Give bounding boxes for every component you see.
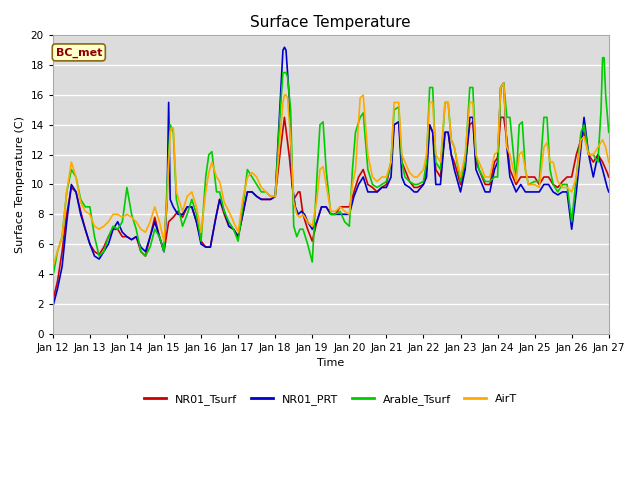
AirT <box>49 264 57 269</box>
Arable_Tsurf <box>431 141 439 146</box>
NR01_Tsurf <box>49 298 57 304</box>
Arable_Tsurf <box>605 130 612 135</box>
AirT <box>171 157 179 163</box>
NR01_PRT <box>280 44 288 50</box>
AirT <box>376 176 384 181</box>
NR01_PRT <box>49 304 57 310</box>
NR01_PRT <box>605 189 612 195</box>
AirT <box>500 80 508 86</box>
NR01_Tsurf <box>555 183 563 189</box>
NR01_Tsurf <box>377 185 385 191</box>
NR01_Tsurf <box>605 174 612 180</box>
NR01_Tsurf <box>323 205 331 211</box>
NR01_Tsurf <box>171 213 179 218</box>
Line: Arable_Tsurf: Arable_Tsurf <box>53 58 609 277</box>
NR01_PRT <box>323 205 331 211</box>
Arable_Tsurf <box>599 55 607 60</box>
NR01_PRT <box>377 185 385 191</box>
AirT <box>431 139 439 144</box>
Line: AirT: AirT <box>53 83 609 266</box>
AirT <box>555 180 563 185</box>
Text: BC_met: BC_met <box>56 47 102 58</box>
AirT <box>195 216 203 222</box>
NR01_PRT <box>195 230 203 236</box>
NR01_PRT <box>171 206 179 212</box>
Arable_Tsurf <box>554 189 562 195</box>
Title: Surface Temperature: Surface Temperature <box>250 15 411 30</box>
NR01_Tsurf <box>280 115 288 120</box>
NR01_Tsurf <box>195 228 203 234</box>
Arable_Tsurf <box>376 182 384 188</box>
Arable_Tsurf <box>171 163 179 168</box>
X-axis label: Time: Time <box>317 358 344 368</box>
Legend: NR01_Tsurf, NR01_PRT, Arable_Tsurf, AirT: NR01_Tsurf, NR01_PRT, Arable_Tsurf, AirT <box>140 390 522 409</box>
NR01_Tsurf <box>432 167 440 172</box>
AirT <box>605 159 612 165</box>
Arable_Tsurf <box>323 167 330 172</box>
Y-axis label: Surface Temperature (C): Surface Temperature (C) <box>15 116 25 253</box>
Line: NR01_Tsurf: NR01_Tsurf <box>53 118 609 301</box>
NR01_PRT <box>432 181 440 187</box>
Line: NR01_PRT: NR01_PRT <box>53 47 609 307</box>
AirT <box>323 181 330 187</box>
Arable_Tsurf <box>49 274 57 280</box>
NR01_PRT <box>555 192 563 197</box>
Arable_Tsurf <box>195 225 203 230</box>
